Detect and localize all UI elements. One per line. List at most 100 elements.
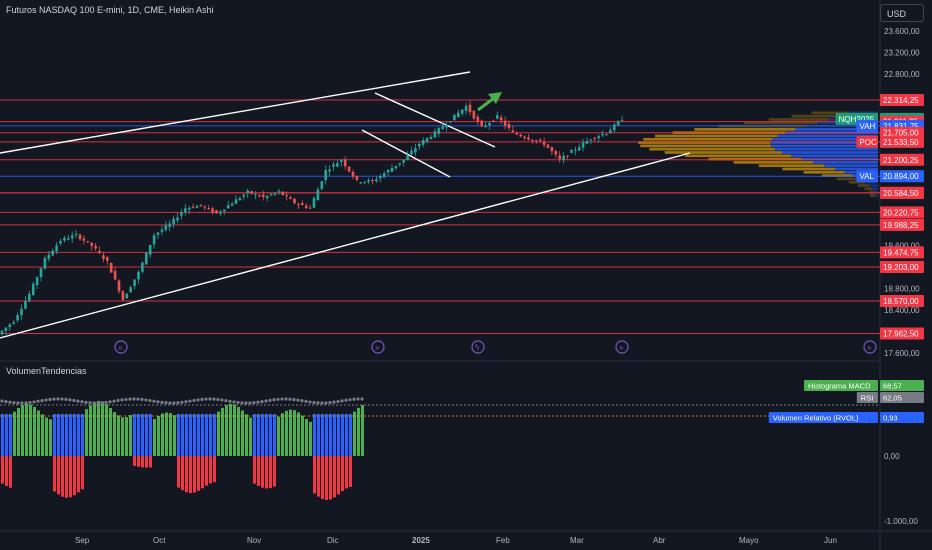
price-tag-box (856, 119, 878, 132)
macd-histogram-bar (49, 419, 52, 456)
candle-body (394, 165, 398, 169)
trendline[interactable] (0, 71, 471, 154)
candle-body (398, 163, 402, 165)
macd-histogram-bar (345, 414, 348, 456)
volume-profile-bar (694, 128, 796, 131)
candle-body (16, 315, 19, 321)
candle-body (546, 144, 550, 148)
rsi-dot (180, 400, 184, 404)
time-axis-tick: Feb (496, 536, 510, 545)
trendline[interactable] (374, 92, 496, 148)
volume-profile-bar (874, 190, 878, 194)
price-tag: VAH (859, 122, 875, 131)
macd-histogram-bar (317, 414, 320, 456)
candle-body (125, 293, 129, 299)
candle-body (94, 245, 97, 249)
candle-body (386, 169, 390, 173)
rsi-dot (300, 399, 304, 403)
event-icon-glyph: » (375, 343, 380, 352)
candle-body (562, 155, 565, 161)
price-tag-box (856, 170, 878, 183)
candle-body (234, 199, 238, 204)
macd-histogram-bar (345, 456, 348, 489)
candle-body (542, 141, 546, 145)
candle-body (460, 109, 464, 114)
candle-body (453, 114, 456, 121)
rsi-dot (256, 400, 260, 404)
rsi-dot (308, 400, 312, 404)
candle-body (336, 163, 339, 167)
candle-body (39, 268, 43, 278)
candle-body (156, 232, 160, 235)
price-tag: POC (859, 138, 877, 147)
rsi-dot (280, 397, 284, 401)
price-label-box (880, 153, 924, 166)
candle-body (390, 167, 394, 172)
event-icon[interactable] (371, 340, 385, 354)
macd-histogram-bar (73, 456, 76, 496)
macd-histogram-bar (325, 456, 328, 501)
candle-body (425, 137, 429, 142)
macd-histogram-bar (253, 414, 256, 456)
volume-profile-bar (708, 157, 802, 161)
macd-histogram-bar (213, 414, 216, 456)
volume-profile-bar (811, 111, 849, 115)
time-axis-tick: Dic (327, 536, 339, 545)
candle-body (441, 126, 444, 130)
candle-body (566, 155, 569, 157)
rsi-dot (332, 400, 336, 404)
macd-histogram-bar (313, 456, 316, 494)
rsi-dot (216, 397, 220, 402)
event-icon[interactable] (863, 340, 877, 354)
volume-profile-bar (848, 111, 878, 115)
volume-profile-bar (649, 147, 776, 151)
macd-histogram-bar (273, 414, 276, 456)
trendline[interactable] (361, 129, 451, 178)
macd-histogram-bar (289, 409, 292, 456)
event-icon[interactable] (615, 340, 629, 354)
candle-body (574, 149, 577, 151)
rsi-dot (240, 401, 244, 405)
macd-histogram-bar (181, 456, 184, 491)
rsi-dot (148, 398, 152, 403)
macd-histogram-bar (193, 456, 196, 493)
macd-histogram-bar (77, 456, 80, 493)
candle-body (351, 171, 355, 177)
candle-body (320, 181, 324, 189)
candle-body (515, 133, 519, 135)
candle-body (418, 143, 421, 147)
candle-body (145, 252, 148, 265)
macd-histogram-bar (265, 456, 268, 489)
macd-histogram-bar (133, 456, 136, 466)
rsi-dot (0, 399, 4, 403)
price-label: 20.894,00 (883, 172, 919, 181)
event-icon[interactable] (471, 340, 485, 354)
candle-body (312, 198, 316, 208)
volume-profile-bar (834, 167, 878, 171)
trendline[interactable] (0, 152, 691, 339)
candle-body (74, 233, 78, 235)
macd-histogram-bar (253, 456, 256, 484)
candle-body (597, 136, 600, 139)
event-icon[interactable] (114, 340, 128, 354)
volume-profile-bar (664, 151, 783, 154)
volume-profile-bar (782, 167, 835, 171)
macd-histogram-bar (81, 414, 84, 456)
candle-body (254, 193, 257, 195)
rsi-dot (188, 399, 192, 403)
indicator-axis-tick: 0,00 (884, 452, 900, 461)
rsi-dot (284, 397, 288, 401)
candle-body (31, 283, 35, 296)
currency-button[interactable]: USD (880, 4, 924, 22)
macd-histogram-bar (197, 456, 200, 491)
candle-body (371, 180, 374, 182)
macd-histogram-bar (233, 404, 236, 456)
macd-histogram-bar (361, 405, 364, 456)
event-icon-glyph: ϟ (475, 343, 480, 352)
price-label-box (880, 94, 924, 107)
price-tag: NQH2025 (839, 115, 875, 124)
macd-histogram-bar (97, 400, 100, 456)
candle-body (605, 134, 608, 136)
